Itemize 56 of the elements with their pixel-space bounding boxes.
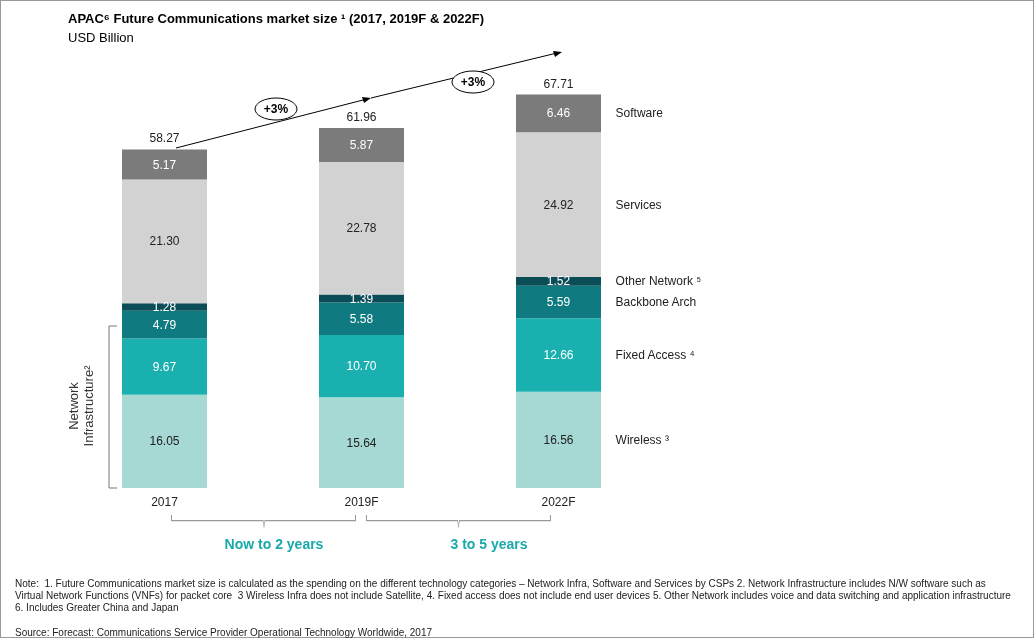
- bar: [122, 310, 207, 339]
- data-label: 5.59: [546, 294, 571, 309]
- data-label: 10.70: [346, 359, 377, 374]
- bar: [516, 391, 601, 488]
- total-label: 67.71: [543, 76, 574, 91]
- bar: [319, 334, 404, 398]
- series-label: Fixed Access ⁴: [615, 348, 695, 363]
- series-label: Other Network ⁵: [615, 274, 702, 289]
- data-label: 1.39: [349, 291, 374, 306]
- data-label: 6.46: [546, 106, 571, 121]
- series-label: Wireless ³: [615, 432, 669, 447]
- bar: [516, 132, 601, 277]
- text: Note: 1. Future Communications market size is calculated as the spending on the different technology categories – Network Infra, Software and Services by CSPs 2. Network Infrastructure includes N/W software such as Virtual Network Functions (VNFs) for packet core 3 Wireless Infra does not include Satellite, 4. Fixed access does not include end user devices 5. Other Network includes voice and data switching and application infrastructure 6. Includes Greater China and Japan: [15, 577, 1014, 613]
- x-tick-label: 2017: [151, 495, 179, 509]
- annotation: Network Infrastructure²: [66, 364, 96, 447]
- total-label: 58.27: [149, 131, 180, 146]
- data-label: 1.28: [152, 300, 177, 315]
- data-label: 15.64: [346, 435, 377, 450]
- bar: [122, 394, 207, 488]
- bar: [319, 397, 404, 488]
- data-label: 9.67: [152, 359, 177, 374]
- series-label: Backbone Arch: [615, 294, 697, 309]
- bar: [516, 285, 601, 319]
- chart-title: APAC⁶ Future Communications market size ¹ (2017, 2019F & 2022F): [68, 11, 485, 26]
- bar: [516, 318, 601, 392]
- data-label: 5.87: [349, 138, 374, 153]
- bar: [122, 338, 207, 395]
- data-label: 16.56: [543, 432, 574, 447]
- text: +3%: [460, 75, 486, 89]
- data-label: 16.05: [149, 434, 180, 449]
- bar: [122, 303, 207, 311]
- total-label: 61.96: [346, 109, 377, 124]
- annotation: +3%: [263, 102, 289, 116]
- bar: [122, 179, 207, 304]
- series-label: Services: [615, 197, 662, 212]
- bar: [122, 149, 207, 180]
- text: Now to 2 years: [224, 536, 324, 552]
- data-label: 1.52: [546, 274, 571, 289]
- x-tick-label: 2019F: [344, 495, 379, 509]
- bar: [319, 302, 404, 335]
- data-label: 5.58: [349, 311, 374, 326]
- bar: [319, 294, 404, 303]
- text: 3 to 5 years: [450, 536, 528, 552]
- data-label: 12.66: [543, 348, 574, 363]
- data-label: 22.78: [346, 221, 377, 236]
- data-label: 5.17: [152, 157, 177, 172]
- x-tick-label: 2022F: [541, 495, 576, 509]
- series-label: Software: [615, 106, 664, 121]
- bar: [319, 128, 404, 163]
- chart-subtitle: USD Billion: [68, 30, 134, 45]
- data-label: 24.92: [543, 197, 574, 212]
- bar: [319, 162, 404, 295]
- bar: [516, 94, 601, 133]
- source-note: Source: Forecast: Communications Service Provider Operational Technology Worldwide, 2017: [15, 626, 433, 638]
- data-label: 21.30: [149, 234, 180, 249]
- data-label: 4.79: [152, 317, 177, 332]
